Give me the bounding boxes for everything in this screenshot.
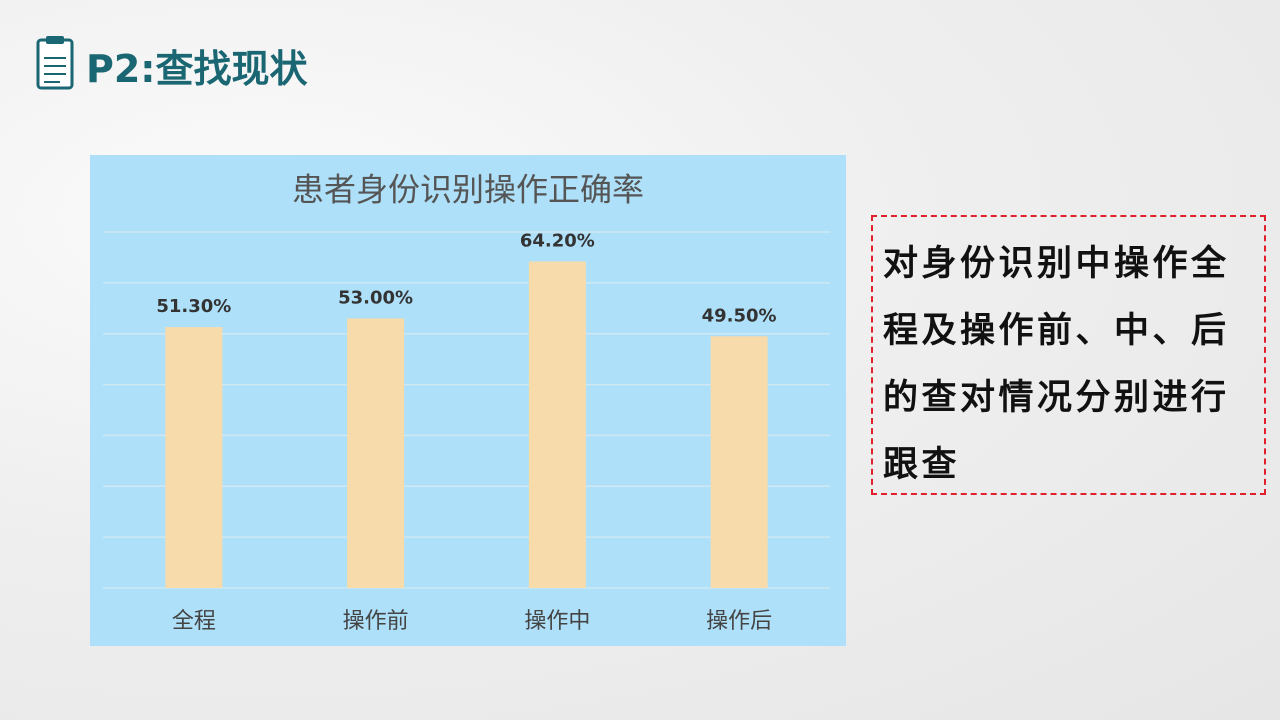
x-tick-label: 操作中	[524, 609, 590, 634]
data-label: 51.30%	[156, 296, 231, 317]
bar	[347, 318, 405, 588]
note-text: 对身份识别中操作全程及操作前、中、后的查对情况分别进行跟查	[883, 244, 1230, 485]
clipboard-icon	[36, 36, 74, 90]
data-label: 53.00%	[338, 287, 413, 308]
x-tick-label: 操作前	[343, 609, 409, 634]
bar	[165, 327, 223, 588]
bar	[528, 261, 586, 588]
data-label: 64.20%	[520, 230, 595, 251]
bar	[710, 336, 768, 588]
chart-title: 患者身份识别操作正确率	[292, 171, 644, 209]
page-title: P2:查找现状	[86, 47, 308, 91]
data-label: 49.50%	[702, 305, 777, 326]
x-tick-label: 操作后	[706, 609, 772, 634]
x-tick-label: 全程	[172, 609, 216, 634]
note-box: 对身份识别中操作全程及操作前、中、后的查对情况分别进行跟查	[871, 215, 1266, 495]
